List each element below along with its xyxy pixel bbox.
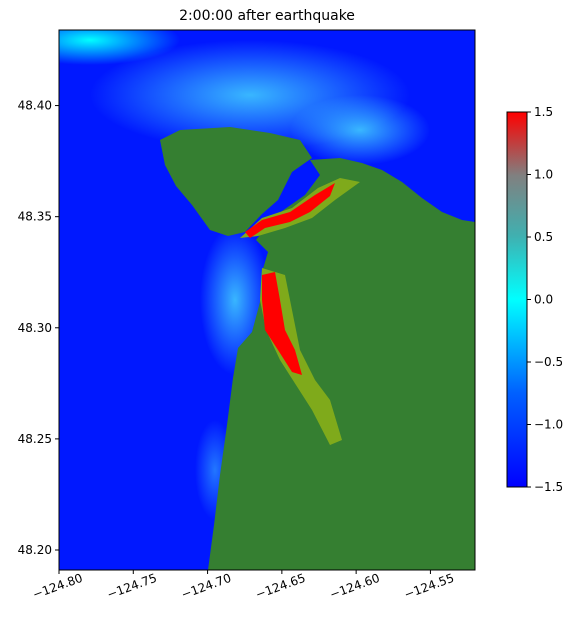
x-tick-label: −124.80: [31, 571, 85, 602]
y-tick-label: 48.20: [18, 543, 52, 557]
x-tick-label: −124.65: [254, 571, 308, 602]
x-tick-label: −124.75: [105, 571, 159, 602]
y-tick-label: 48.25: [18, 432, 52, 446]
colorbar-tick-label: 0.0: [534, 293, 553, 307]
y-tick-label: 48.35: [18, 210, 52, 224]
x-tick-label: −124.60: [328, 571, 382, 602]
colorbar: [506, 111, 528, 488]
y-tick-label: 48.40: [18, 99, 52, 113]
chart-title: 2:00:00 after earthquake: [179, 8, 355, 24]
x-tick-label: −124.70: [179, 571, 233, 602]
colorbar-tick-label: −1.0: [534, 418, 563, 432]
x-tick-label: −124.55: [402, 571, 456, 602]
y-tick-label: 48.30: [18, 321, 52, 335]
axes-frame: [58, 29, 476, 571]
colorbar-tick-label: −1.5: [534, 480, 563, 494]
map-image: [59, 30, 475, 570]
colorbar-tick-label: 1.5: [534, 105, 553, 119]
colorbar-tick-label: 0.5: [534, 230, 553, 244]
colorbar-tick-label: −0.5: [534, 355, 563, 369]
colorbar-tick-label: 1.0: [534, 168, 553, 182]
